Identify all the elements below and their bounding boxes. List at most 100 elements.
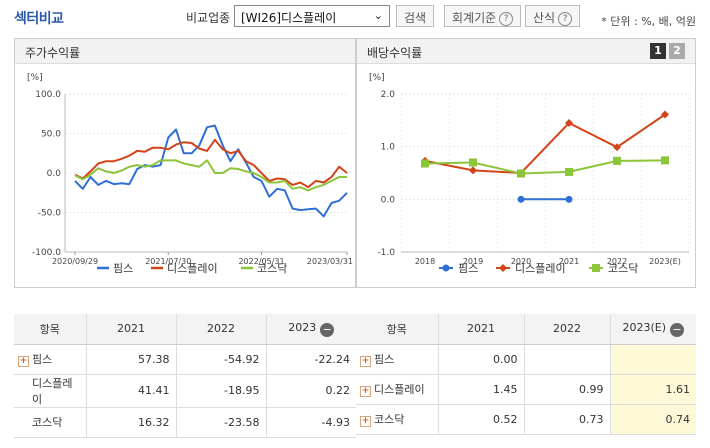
- cell: 0.99: [524, 374, 611, 405]
- data-point: [565, 167, 573, 176]
- data-point: [613, 156, 621, 165]
- col-header-2021: 2021: [86, 314, 177, 345]
- row-label: 코스닥: [32, 416, 63, 429]
- formula-button[interactable]: 산식?: [525, 5, 581, 27]
- row-name: 코스닥: [14, 407, 87, 438]
- row-name: + 핌스: [356, 344, 439, 375]
- page-title: 섹터비교: [14, 11, 64, 27]
- cell: -54.92: [176, 344, 267, 375]
- data-point: [469, 166, 477, 175]
- y-tick-label: -1.0: [377, 248, 395, 258]
- y-tick-label: 100.0: [35, 90, 61, 100]
- series-line-디스플레이: [424, 113, 666, 175]
- y-tick-label: -100.0: [32, 248, 61, 258]
- cell: 0.00: [438, 344, 525, 375]
- stock-return-title: 주가수익률: [15, 39, 355, 64]
- legend-label: 디스플레이: [167, 262, 218, 275]
- industry-select[interactable]: [WI26]디스플레이 ⌄: [234, 5, 390, 27]
- col-header-2021: 2021: [438, 314, 525, 345]
- x-tick-label: 2022: [607, 257, 627, 266]
- col-header-2023e: 2023(E) −: [610, 314, 696, 345]
- col-header-2023e-label: 2023(E): [622, 320, 667, 334]
- help-icon: ?: [558, 12, 573, 26]
- y-tick-label: -50.0: [38, 209, 62, 219]
- y-tick-label: 1.0: [381, 143, 396, 153]
- legend-marker: [592, 264, 600, 272]
- row-label: 핌스: [374, 353, 395, 366]
- cell: [610, 344, 696, 375]
- x-tick-label: 2023(E): [649, 257, 681, 266]
- table-row: + 핌스 0.00: [356, 344, 696, 375]
- page-1-button[interactable]: 1: [650, 43, 666, 59]
- cell: 1.45: [438, 374, 525, 405]
- cell: 0.74: [610, 404, 696, 435]
- cell: 0.22: [266, 374, 356, 408]
- cell: 1.61: [610, 374, 696, 405]
- data-point: [517, 195, 525, 203]
- cell: -23.58: [176, 407, 267, 438]
- stock-return-panel: 주가수익률 [%] 100.0 50.0 0.0 -50.0 -100.0 2020/09/…: [14, 38, 356, 288]
- legend-label: 핌스: [113, 262, 133, 275]
- y-tick-label: 0.0: [47, 169, 62, 179]
- x-tick-label: 2022/05/31: [238, 257, 284, 266]
- cell: -18.95: [176, 374, 267, 408]
- table-row: + 디스플레이 1.45 0.99 1.61: [356, 374, 696, 405]
- search-button[interactable]: 검색: [396, 5, 435, 27]
- row-name: 디스플레이: [14, 374, 87, 408]
- expand-icon[interactable]: +: [360, 356, 371, 367]
- row-label: 디스플레이: [32, 376, 73, 406]
- data-point: [565, 195, 573, 203]
- cell: 41.41: [86, 374, 177, 408]
- x-tick-label: 2018: [415, 257, 435, 266]
- dividend-yield-chart: [%] 2.0 1.0 0.0 -1.0 2018 2019 2020 2021 2022 2023…: [369, 73, 690, 275]
- col-header-2023-label: 2023: [288, 320, 317, 334]
- data-point: [661, 156, 669, 165]
- legend-label: 코스닥: [608, 262, 638, 275]
- chevron-down-icon: ⌄: [373, 9, 383, 22]
- y-tick-label: 2.0: [381, 90, 396, 100]
- y-tick-label: 50.0: [41, 130, 61, 140]
- industry-select-value: [WI26]디스플레이: [241, 11, 337, 25]
- col-header-2022: 2022: [524, 314, 611, 345]
- accounting-button-label: 회계기준: [452, 11, 497, 25]
- series-line-코스닥: [74, 159, 347, 192]
- formula-button-label: 산식: [533, 11, 556, 25]
- expand-icon[interactable]: +: [360, 386, 371, 397]
- search-button-label: 검색: [404, 11, 427, 25]
- expand-icon[interactable]: +: [18, 356, 29, 367]
- legend-marker: [442, 264, 450, 272]
- accounting-standard-button[interactable]: 회계기준?: [444, 5, 522, 27]
- table-header-row: 항목 2021 2022 2023(E) −: [356, 314, 696, 345]
- cell: 0.52: [438, 404, 525, 435]
- industry-label: 비교업종: [186, 11, 231, 25]
- data-point: [421, 159, 429, 168]
- legend-label: 핌스: [458, 262, 478, 275]
- collapse-icon[interactable]: −: [670, 322, 685, 337]
- unit-note: * 단위 : %, 배, 억원: [601, 15, 696, 28]
- data-point: [565, 118, 573, 127]
- data-point: [469, 158, 477, 167]
- stock-return-table: 항목 2021 2022 2023− + 핌스 57.38 -54.92 -22.…: [14, 314, 356, 438]
- data-point: [661, 110, 669, 119]
- cell: 57.38: [86, 344, 177, 375]
- page-2-button[interactable]: 2: [669, 43, 685, 59]
- row-name: + 디스플레이: [356, 374, 439, 405]
- table-row: 코스닥 16.32 -23.58 -4.93: [14, 407, 356, 438]
- x-tick-label: 2019: [463, 257, 483, 266]
- dividend-yield-table: 항목 2021 2022 2023(E) − + 핌스 0.00 + 디스플레이 1.…: [356, 314, 696, 435]
- series-line-디스플레이: [74, 138, 348, 189]
- cell: -4.93: [266, 407, 356, 438]
- row-name: + 핌스: [14, 344, 87, 375]
- expand-icon[interactable]: +: [360, 416, 371, 427]
- x-tick-label: 2021/07/30: [145, 257, 191, 266]
- x-tick-label: 2020: [511, 257, 531, 266]
- table-row: 디스플레이 41.41 -18.95 0.22: [14, 374, 356, 408]
- cell: 16.32: [86, 407, 177, 438]
- table-row: + 핌스 57.38 -54.92 -22.24: [14, 344, 356, 375]
- collapse-icon[interactable]: −: [320, 322, 335, 337]
- row-label: 디스플레이: [374, 383, 425, 396]
- table-header-row: 항목 2021 2022 2023−: [14, 314, 356, 345]
- x-tick-label: 2021: [559, 257, 579, 266]
